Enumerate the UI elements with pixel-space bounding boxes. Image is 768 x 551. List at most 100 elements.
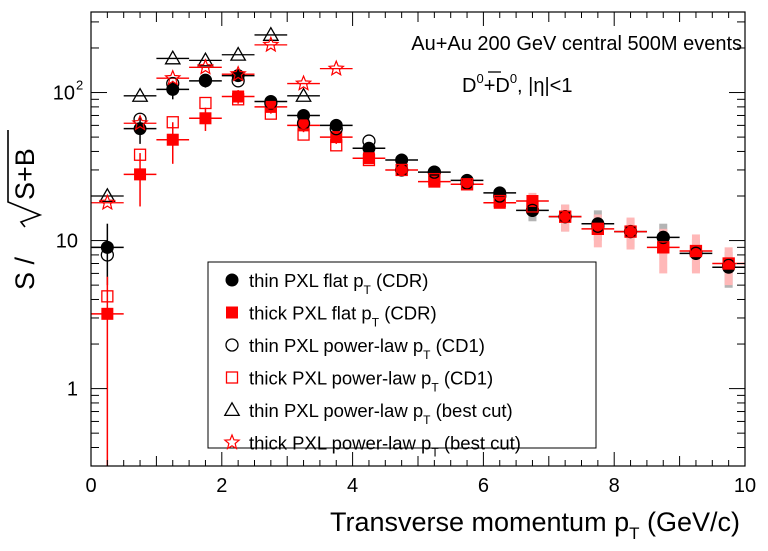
legend-marker xyxy=(225,273,239,287)
data-markers xyxy=(98,26,736,320)
data-point xyxy=(198,73,213,87)
x-tick-label: 0 xyxy=(85,475,96,497)
data-point xyxy=(166,116,179,129)
legend-label: thin PXL power-law pT (best cut) xyxy=(249,400,513,427)
legend-marker xyxy=(226,306,238,319)
data-point xyxy=(229,65,247,82)
data-point xyxy=(327,59,345,77)
x-tick-label: 8 xyxy=(609,475,620,497)
data-point xyxy=(197,51,214,67)
legend-label: thin PXL flat pT (CDR) xyxy=(249,270,428,297)
x-axis-title-sub: T xyxy=(629,524,639,543)
data-point xyxy=(164,49,182,65)
data-point xyxy=(656,230,670,245)
data-point xyxy=(559,210,572,223)
data-point xyxy=(294,74,313,91)
annotation-dbar-text: +D xyxy=(484,75,510,97)
data-point xyxy=(133,112,147,126)
data-point xyxy=(657,241,670,254)
data-point xyxy=(362,134,376,148)
legend-label: thick PXL flat pT (CDR) xyxy=(249,303,437,330)
x-tick-label: 10 xyxy=(734,475,756,497)
x-tick-label: 6 xyxy=(478,475,489,497)
data-point xyxy=(131,87,149,102)
legend: thin PXL flat pT (CDR) thick PXL flat pT … xyxy=(207,261,597,460)
data-point xyxy=(101,290,114,303)
axis-ticks xyxy=(90,12,746,467)
data-point xyxy=(100,248,114,262)
data-point xyxy=(199,112,212,125)
data-point xyxy=(164,69,182,86)
data-point xyxy=(329,122,343,136)
data-point xyxy=(395,163,408,177)
data-point xyxy=(623,224,638,239)
y-axis-sqrt-sign xyxy=(7,130,43,228)
data-point xyxy=(689,246,703,260)
legend-label: thick PXL power-law pT (CD1) xyxy=(249,368,493,395)
data-point xyxy=(196,58,215,75)
x-tick-label: 4 xyxy=(347,475,358,497)
data-point xyxy=(229,46,247,61)
data-point xyxy=(394,163,409,177)
legend-marker xyxy=(223,401,241,417)
data-point xyxy=(262,35,280,53)
annotation-d-text: D xyxy=(462,75,476,97)
legend-marker xyxy=(223,433,241,450)
legend-marker xyxy=(225,338,239,352)
data-point xyxy=(297,128,310,141)
annotation-dbar-sup: 0 xyxy=(510,71,517,86)
data-point xyxy=(362,152,375,165)
data-point xyxy=(296,116,311,130)
data-point xyxy=(558,210,572,224)
data-point xyxy=(493,194,506,208)
data-point xyxy=(262,26,280,41)
x-axis-title-tail: (GeV/c) xyxy=(639,507,740,537)
data-point xyxy=(460,178,474,191)
legend-label: thick PXL power-law pT (best cut) xyxy=(249,433,521,460)
y-tick-label: 1 xyxy=(67,379,78,401)
tick-labels: 0 2 4 6 8 10 1 10 10 xyxy=(53,83,756,497)
x-axis-title-main: Transverse momentum p xyxy=(330,507,629,537)
y-axis-title: S / S+B xyxy=(7,130,43,290)
data-point xyxy=(166,133,179,146)
data-point xyxy=(395,163,408,176)
data-point xyxy=(689,244,703,258)
data-point xyxy=(264,100,277,113)
data-point xyxy=(624,225,637,238)
data-point xyxy=(131,114,149,131)
data-point xyxy=(591,219,605,233)
data-point xyxy=(295,87,312,102)
data-point xyxy=(722,257,735,270)
data-point xyxy=(526,200,539,213)
data-point xyxy=(428,172,441,186)
data-point xyxy=(624,225,637,238)
y-tick-label: 10 xyxy=(53,83,75,105)
legend-box xyxy=(207,261,597,449)
data-point xyxy=(689,245,702,258)
data-point xyxy=(232,90,245,103)
data-point xyxy=(264,107,278,120)
data-point xyxy=(591,222,604,235)
legend-marker xyxy=(225,371,239,384)
legend-label: thin PXL power-law pT (CD1) xyxy=(249,335,485,362)
data-point xyxy=(461,178,474,191)
data-point xyxy=(657,241,670,254)
data-point xyxy=(493,196,506,209)
data-point xyxy=(99,187,116,203)
annotation-d0: D0+D0, |η|<1 xyxy=(462,71,572,97)
annotation-eta-text: , |η|<1 xyxy=(517,75,572,97)
data-point xyxy=(231,69,245,83)
y-axis-title-prefix: S / xyxy=(10,256,40,290)
data-point xyxy=(134,168,147,181)
x-axis-title: Transverse momentum pT (GeV/c) xyxy=(330,507,740,543)
data-point xyxy=(199,96,212,110)
data-point xyxy=(133,148,147,161)
data-point xyxy=(559,210,572,223)
annotation-collision: Au+Au 200 GeV central 500M events xyxy=(411,33,742,55)
data-point xyxy=(427,165,442,179)
y-tick-exponent: 2 xyxy=(76,78,83,93)
x-tick-label: 2 xyxy=(216,475,227,497)
data-point xyxy=(231,74,245,88)
y-tick-label: 10 xyxy=(56,231,78,253)
